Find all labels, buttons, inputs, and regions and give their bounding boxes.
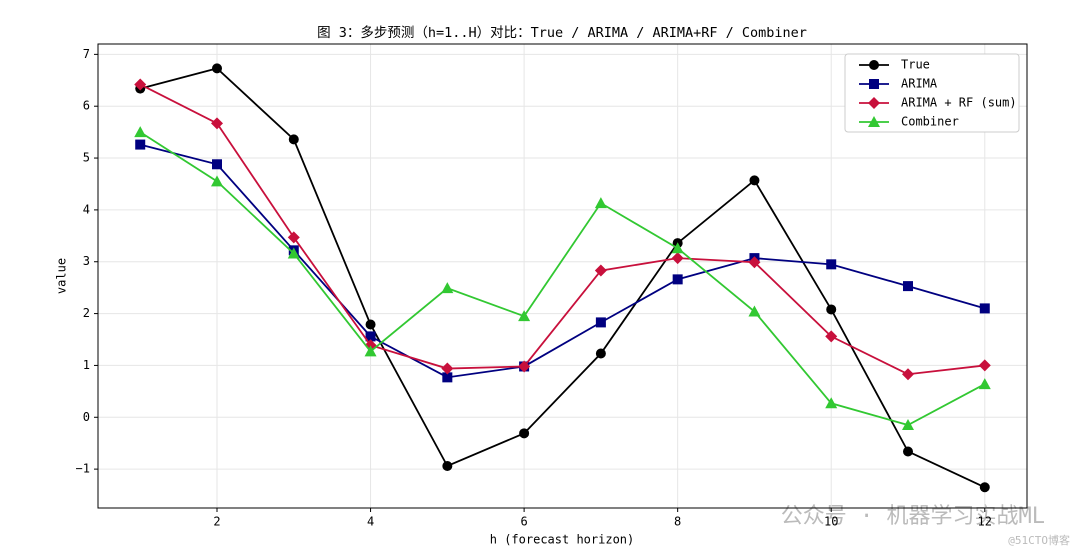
- marker: [518, 360, 531, 373]
- marker: [826, 259, 837, 270]
- marker: [901, 419, 914, 431]
- marker: [749, 175, 760, 186]
- marker: [365, 331, 376, 342]
- marker: [211, 117, 224, 130]
- marker: [441, 362, 454, 375]
- marker: [826, 304, 837, 315]
- marker: [748, 305, 761, 317]
- marker: [442, 372, 453, 383]
- x-tick-label: 10: [824, 515, 838, 529]
- marker: [441, 282, 454, 294]
- marker: [288, 134, 299, 145]
- marker: [671, 242, 684, 254]
- marker: [902, 446, 913, 457]
- marker: [825, 397, 838, 409]
- y-tick-label: 1: [83, 358, 90, 372]
- chart-title: 图 3：多步预测（h=1..H）对比：True / ARIMA / ARIMA+…: [317, 24, 807, 41]
- y-tick-label: 4: [83, 202, 90, 216]
- legend-label: Combiner: [901, 115, 959, 129]
- marker: [518, 310, 531, 322]
- marker: [868, 97, 880, 109]
- legend-label: ARIMA + RF (sum): [901, 96, 1017, 110]
- legend-box: [844, 53, 1020, 133]
- marker: [869, 79, 879, 89]
- x-tick-label: 6: [520, 515, 527, 529]
- marker: [211, 175, 224, 187]
- x-tick-label: 2: [213, 515, 220, 529]
- marker: [212, 159, 223, 170]
- x-tick-label: 12: [978, 515, 992, 529]
- x-tick-label: 8: [674, 515, 681, 529]
- y-tick-label: 7: [83, 47, 90, 61]
- series-line: [139, 67, 986, 489]
- series-line: [139, 83, 985, 376]
- series-line: [139, 131, 986, 427]
- marker: [979, 482, 990, 493]
- marker: [868, 116, 880, 127]
- marker: [287, 231, 300, 244]
- marker: [135, 139, 146, 150]
- x-axis-label: h (forecast horizon): [490, 533, 635, 547]
- marker: [594, 264, 607, 277]
- marker: [671, 252, 684, 265]
- marker: [134, 126, 147, 138]
- marker: [365, 319, 376, 330]
- marker: [212, 63, 223, 74]
- marker: [134, 78, 147, 91]
- legend-label: ARIMA: [901, 77, 938, 91]
- marker: [595, 317, 606, 328]
- marker: [825, 330, 838, 343]
- y-tick-label: 3: [83, 254, 90, 268]
- marker: [978, 359, 991, 372]
- marker: [287, 247, 300, 259]
- marker: [594, 197, 607, 209]
- marker: [595, 348, 606, 359]
- marker: [672, 274, 683, 285]
- y-tick-label: −1: [76, 462, 90, 476]
- series-line: [140, 143, 986, 379]
- y-tick-label: 5: [83, 151, 90, 165]
- y-axis-label: value: [55, 258, 69, 294]
- marker: [901, 368, 914, 381]
- credit: @51CTO博客: [1008, 533, 1070, 547]
- marker: [748, 256, 761, 269]
- marker: [979, 303, 990, 314]
- legend-label: True: [901, 58, 930, 72]
- plot-frame: [97, 43, 1028, 509]
- marker: [364, 345, 377, 357]
- y-tick-label: 2: [83, 306, 90, 320]
- marker: [869, 60, 879, 70]
- marker: [519, 428, 530, 439]
- x-tick-label: 4: [367, 515, 374, 529]
- y-tick-label: 0: [83, 410, 90, 424]
- marker: [978, 378, 991, 390]
- y-tick-label: 6: [83, 99, 90, 113]
- legend: True ARIMA ARIMA + RF (sum) Combiner: [844, 53, 1020, 133]
- marker: [442, 461, 453, 472]
- marker: [902, 281, 913, 292]
